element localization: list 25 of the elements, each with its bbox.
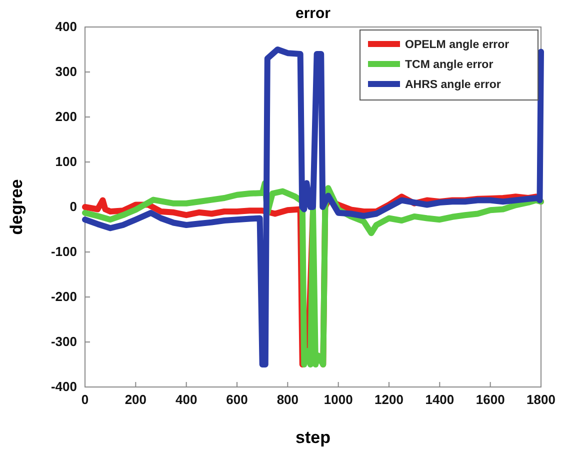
y-tick-label: 100	[55, 154, 77, 170]
y-tick-label: 300	[55, 64, 77, 80]
x-tick-label: 200	[124, 392, 147, 408]
y-tick-label: -200	[50, 289, 77, 304]
legend-label: OPELM angle error	[405, 39, 510, 51]
y-tick-label: -100	[50, 244, 77, 260]
chart-title: error	[295, 5, 331, 22]
legend-label: AHRS angle error	[405, 79, 502, 91]
x-tick-label: 800	[276, 392, 299, 408]
x-tick-label: 0	[81, 392, 89, 408]
x-tick-label: 1800	[526, 392, 556, 408]
x-tick-label: 400	[175, 392, 198, 408]
x-tick-label: 600	[226, 392, 248, 408]
x-tick-label: 1600	[476, 392, 505, 408]
x-tick-label: 1000	[324, 392, 353, 408]
y-tick-label: 400	[55, 19, 77, 34]
y-axis-title: degree	[7, 179, 26, 235]
legend-label: TCM angle error	[405, 59, 494, 71]
y-tick-label: 200	[55, 109, 77, 124]
x-tick-label: 1400	[425, 392, 454, 408]
x-axis-title: step	[296, 428, 330, 447]
x-tick-label: 1200	[374, 392, 404, 408]
y-tick-label: -300	[50, 334, 77, 350]
y-tick-label: -400	[50, 379, 77, 394]
y-tick-label: 0	[70, 199, 77, 214]
